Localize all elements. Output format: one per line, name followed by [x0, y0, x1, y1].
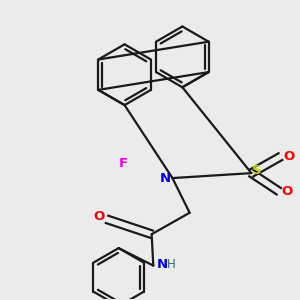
Text: F: F — [119, 157, 128, 170]
Text: N: N — [160, 172, 171, 184]
Text: S: S — [252, 164, 262, 177]
Text: N: N — [157, 258, 168, 271]
Text: O: O — [283, 150, 294, 163]
Text: H: H — [167, 258, 176, 271]
Text: O: O — [281, 185, 293, 198]
Text: O: O — [93, 210, 104, 223]
